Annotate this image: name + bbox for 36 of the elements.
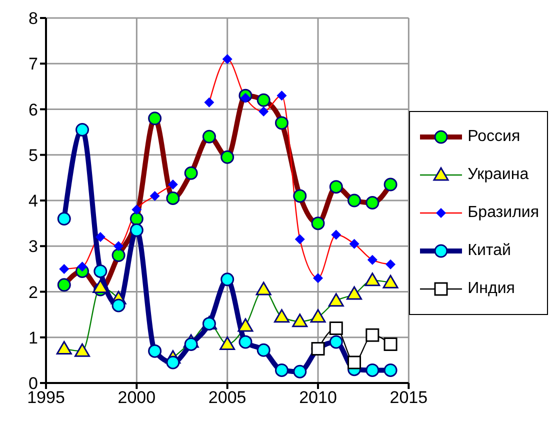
point: [148, 344, 162, 358]
y-tick-label: 4: [28, 192, 38, 211]
point: [94, 264, 108, 278]
point: [256, 343, 270, 357]
point: [130, 223, 144, 237]
legend-label: Китай: [468, 242, 511, 260]
point: [220, 272, 234, 286]
legend-label: Россия: [468, 128, 520, 146]
point: [238, 335, 252, 349]
x-tick-label: 2015: [390, 388, 428, 408]
point: [184, 337, 198, 351]
point: [112, 298, 126, 312]
point: [329, 335, 343, 349]
point: [366, 363, 380, 377]
y-tick-label: 5: [28, 146, 38, 165]
point: [274, 363, 288, 377]
legend-label: Украина: [468, 166, 529, 184]
y-tick-label: 2: [28, 282, 38, 302]
x-tick-label: 2010: [299, 388, 337, 408]
point: [76, 123, 90, 137]
y-tick-label: 3: [28, 237, 38, 256]
y-tick-label: 1: [28, 328, 38, 348]
point: [293, 364, 307, 378]
point: [166, 356, 180, 370]
y-tick-label: 7: [28, 54, 38, 74]
y-tick-label: 8: [28, 9, 38, 28]
legend-label: Индия: [468, 280, 515, 298]
x-tick-label: 2005: [208, 388, 246, 408]
y-tick-label: 6: [28, 100, 38, 120]
x-tick-label: 1995: [27, 388, 65, 408]
point: [384, 363, 398, 377]
point: [366, 328, 380, 342]
x-tick-label: 2000: [118, 388, 156, 408]
point: [348, 356, 362, 370]
point: [57, 212, 71, 226]
legend-label: Бразилия: [468, 204, 539, 222]
